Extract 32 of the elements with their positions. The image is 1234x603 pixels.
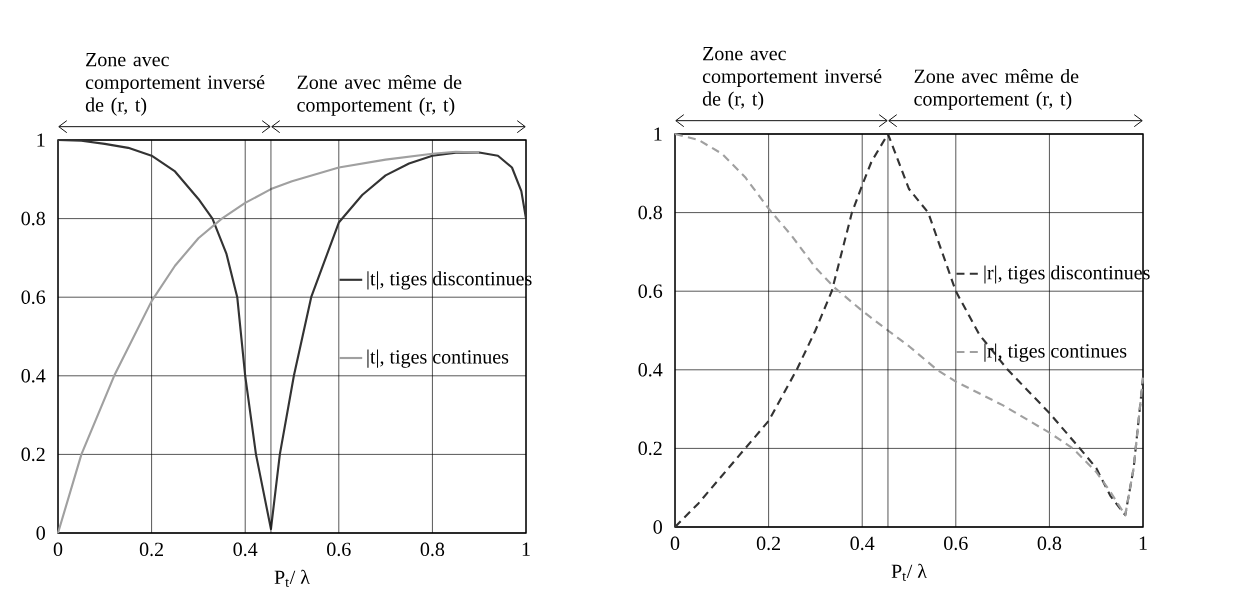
y-tick-label: 0.2 <box>638 441 662 456</box>
y-tick-label: 0.8 <box>638 205 662 220</box>
x-axis-title: P$_{t}$/ λ <box>274 569 310 587</box>
y-tick-label: 0 <box>653 520 662 534</box>
x-tick-label: 0.2 <box>756 536 780 551</box>
y-tick-label: 0.2 <box>21 447 45 462</box>
text: Zone avec même de comportement (r, t) <box>914 68 1079 110</box>
y-tick-label: 0 <box>36 526 45 540</box>
y-tick-label: 0.8 <box>21 211 45 226</box>
x-tick-label: 0.6 <box>944 536 968 551</box>
y-tick-label: 0.4 <box>21 369 46 383</box>
x-tick-label: 0 <box>670 536 680 551</box>
x-tick-label: 0.8 <box>1037 536 1062 551</box>
y-tick-label: 0.6 <box>21 290 46 304</box>
y-tick-label: 0.4 <box>638 363 663 377</box>
legend-label: |t|, tiges continues <box>367 349 509 368</box>
x-tick-label: 0.4 <box>850 536 875 551</box>
x-tick-label: 1 <box>522 542 530 556</box>
x-tick-label: 0 <box>53 542 63 557</box>
x-tick-label: 1 <box>1139 536 1147 550</box>
y-tick-label: 1 <box>654 127 662 141</box>
legend-label: |r|, tiges continues <box>984 343 1127 362</box>
text: Zone avec comportement inversé de (r, t) <box>702 47 882 110</box>
text: Zone avec comportement inversé de (r, t) <box>85 53 265 116</box>
y-tick-label: 1 <box>37 133 45 147</box>
x-tick-label: 0.6 <box>327 542 351 557</box>
y-tick-label: 0.6 <box>638 284 663 298</box>
x-tick-label: 0.8 <box>420 542 445 557</box>
x-tick-label: 0.4 <box>233 542 258 557</box>
x-axis-title: P$_{t}$/ λ <box>891 563 927 581</box>
x-tick-label: 0.2 <box>139 542 163 557</box>
text: Zone avec même de comportement (r, t) <box>297 74 462 116</box>
